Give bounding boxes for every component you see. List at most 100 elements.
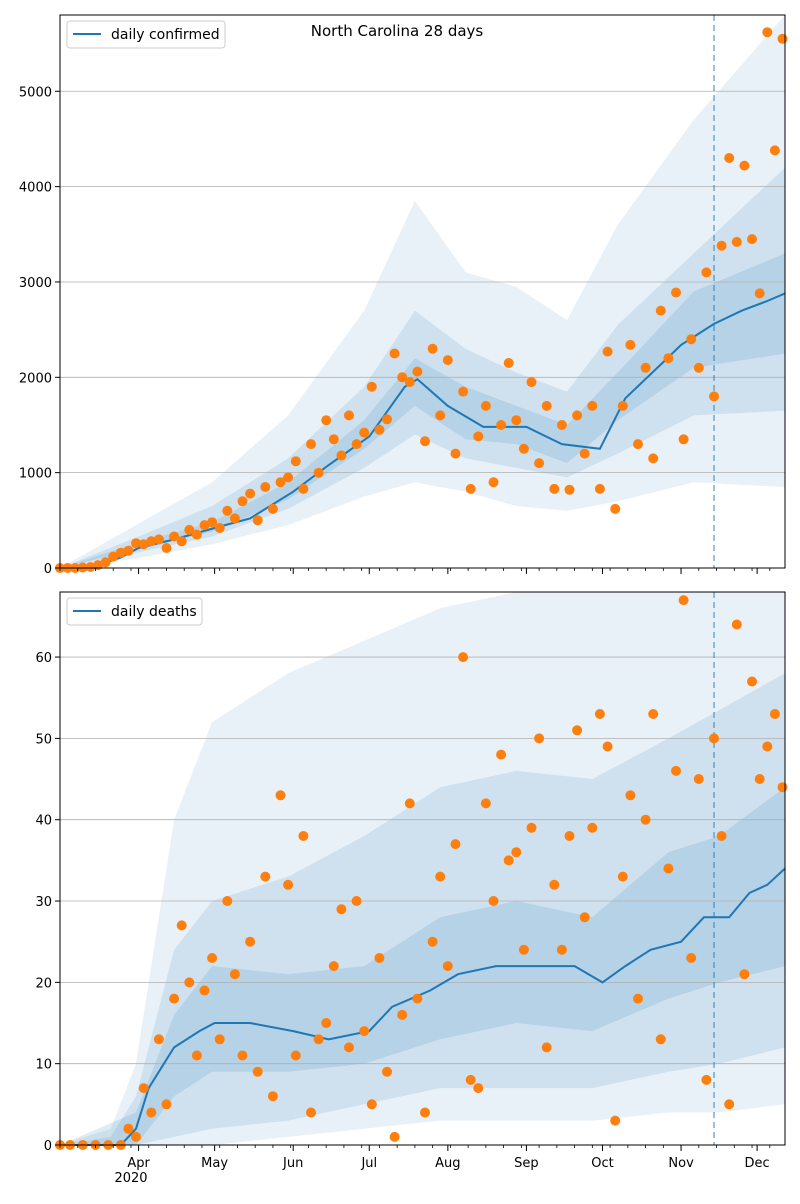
data-point	[199, 520, 210, 531]
band-middle	[60, 167, 785, 568]
data-point	[267, 503, 278, 514]
data-point	[442, 355, 453, 366]
data-point	[450, 839, 461, 850]
data-point	[503, 855, 514, 866]
legend-box	[66, 597, 203, 626]
data-point	[214, 523, 225, 533]
data-point	[450, 448, 461, 459]
data-point	[351, 896, 362, 906]
data-point	[184, 524, 195, 535]
data-point	[716, 240, 727, 251]
data-point	[709, 733, 719, 744]
data-point	[496, 749, 507, 760]
data-point	[640, 814, 651, 825]
data-point	[435, 871, 446, 882]
data-point	[138, 539, 149, 550]
data-point	[298, 831, 309, 841]
data-point	[222, 896, 233, 906]
data-point	[701, 267, 712, 278]
data-point	[389, 1131, 400, 1142]
data-point	[131, 538, 141, 549]
data-point	[594, 709, 605, 719]
y-tick-label: 3000	[19, 276, 52, 291]
legend-box	[66, 20, 226, 49]
data-point	[191, 1050, 202, 1061]
x-tick-label: Jun	[282, 1156, 303, 1171]
data-point	[458, 386, 469, 397]
data-point	[336, 450, 347, 461]
data-point	[382, 1066, 392, 1077]
data-point	[686, 334, 697, 345]
data-point	[397, 372, 408, 383]
y-tick-label: 0	[44, 562, 52, 577]
data-point	[351, 439, 362, 450]
data-point	[731, 236, 742, 247]
data-point	[625, 790, 636, 801]
data-point	[724, 1099, 735, 1110]
data-point	[229, 969, 240, 980]
data-point	[146, 1107, 157, 1118]
deaths-median-line	[60, 867, 786, 1146]
y-tick-label: 2000	[19, 371, 52, 386]
data-point	[617, 400, 628, 411]
x-tick-label: Sep	[514, 1156, 539, 1171]
data-point	[579, 912, 590, 923]
data-point	[123, 545, 134, 556]
data-point	[465, 1074, 476, 1085]
data-point	[739, 969, 750, 980]
x-tick-label: Apr	[127, 1156, 150, 1171]
data-point	[153, 534, 164, 545]
data-point	[503, 358, 514, 368]
y-tick-label: 30	[35, 895, 52, 910]
y-tick-label: 4000	[19, 181, 52, 196]
data-point	[526, 822, 537, 833]
data-point	[222, 505, 233, 516]
data-point	[207, 953, 218, 963]
data-point	[716, 831, 727, 841]
confirmed-gridlines	[60, 90, 785, 474]
y-tick-label: 20	[35, 976, 52, 991]
data-point	[252, 515, 263, 526]
data-point	[762, 741, 773, 752]
data-point	[336, 904, 347, 915]
data-point	[359, 1026, 370, 1037]
data-point	[328, 961, 339, 972]
data-point	[290, 1050, 301, 1061]
data-point	[633, 439, 643, 450]
data-point	[572, 410, 583, 421]
data-point	[617, 871, 628, 882]
data-point	[344, 410, 354, 421]
data-point	[321, 1018, 332, 1028]
data-point	[633, 993, 643, 1004]
data-point	[610, 1115, 621, 1126]
data-point	[131, 1131, 141, 1142]
data-point	[191, 529, 202, 540]
data-point	[275, 477, 286, 488]
deaths-x-ticks	[59, 1145, 771, 1151]
data-point	[169, 993, 180, 1004]
data-point	[176, 920, 187, 931]
data-point	[115, 547, 126, 558]
data-point	[382, 414, 392, 425]
data-point	[458, 652, 469, 663]
data-point	[313, 1034, 324, 1045]
data-point	[427, 936, 438, 947]
data-point	[602, 346, 613, 357]
data-point	[777, 33, 788, 44]
data-point	[207, 517, 218, 528]
data-point	[640, 362, 651, 373]
data-point	[518, 944, 529, 955]
data-point	[678, 434, 689, 445]
data-point	[594, 483, 605, 494]
data-point	[518, 443, 529, 454]
data-point	[138, 1083, 149, 1094]
data-point	[488, 477, 499, 488]
data-point	[731, 619, 742, 630]
figure-title: North Carolina 28 days	[311, 22, 484, 40]
data-point	[769, 709, 780, 719]
data-point	[267, 1091, 278, 1102]
confirmed-uncertainty-bands	[60, 15, 785, 568]
data-point	[344, 1042, 354, 1053]
data-point	[283, 879, 294, 890]
